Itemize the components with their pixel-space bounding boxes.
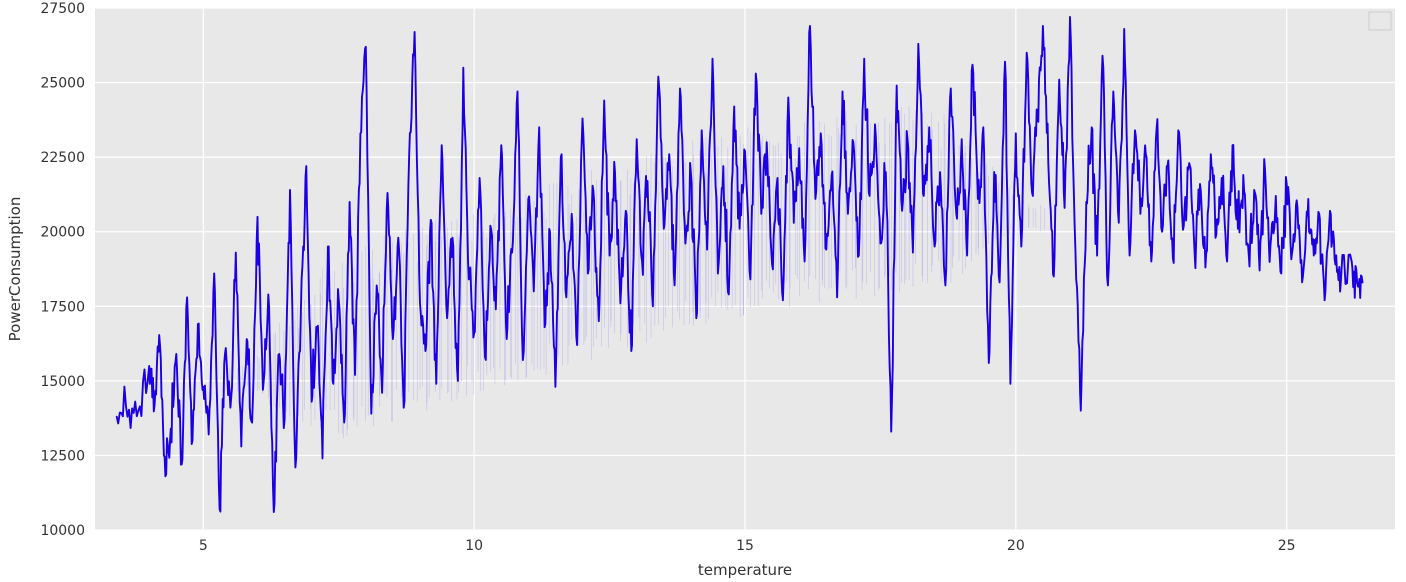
y-tick-label: 20000 <box>40 225 85 241</box>
y-tick-label: 17500 <box>40 299 85 315</box>
chart-svg: 5 10 15 20 25 10000 12500 15000 17500 20000 22500… <box>0 0 1406 582</box>
y-tick-label: 22500 <box>40 150 85 166</box>
y-tick-label: 10000 <box>40 523 85 539</box>
x-tick-label: 20 <box>1007 538 1025 554</box>
x-tick-label: 25 <box>1278 538 1296 554</box>
y-tick-label: 15000 <box>40 374 85 390</box>
x-tick-label: 5 <box>199 538 208 554</box>
chart-container: 5 10 15 20 25 10000 12500 15000 17500 20000 22500… <box>0 0 1406 582</box>
y-tick-label: 12500 <box>40 448 85 464</box>
x-tick-label: 10 <box>465 538 483 554</box>
x-tick-label: 15 <box>736 538 754 554</box>
y-axis-label: PowerConsumption <box>6 197 24 342</box>
x-axis-label: temperature <box>698 561 792 579</box>
y-tick-label: 25000 <box>40 76 85 92</box>
y-tick-label: 27500 <box>40 1 85 17</box>
x-tick-labels: 5 10 15 20 25 <box>199 538 1296 554</box>
legend-box <box>1369 12 1391 30</box>
y-tick-labels: 10000 12500 15000 17500 20000 22500 25000 27500 <box>40 1 85 539</box>
